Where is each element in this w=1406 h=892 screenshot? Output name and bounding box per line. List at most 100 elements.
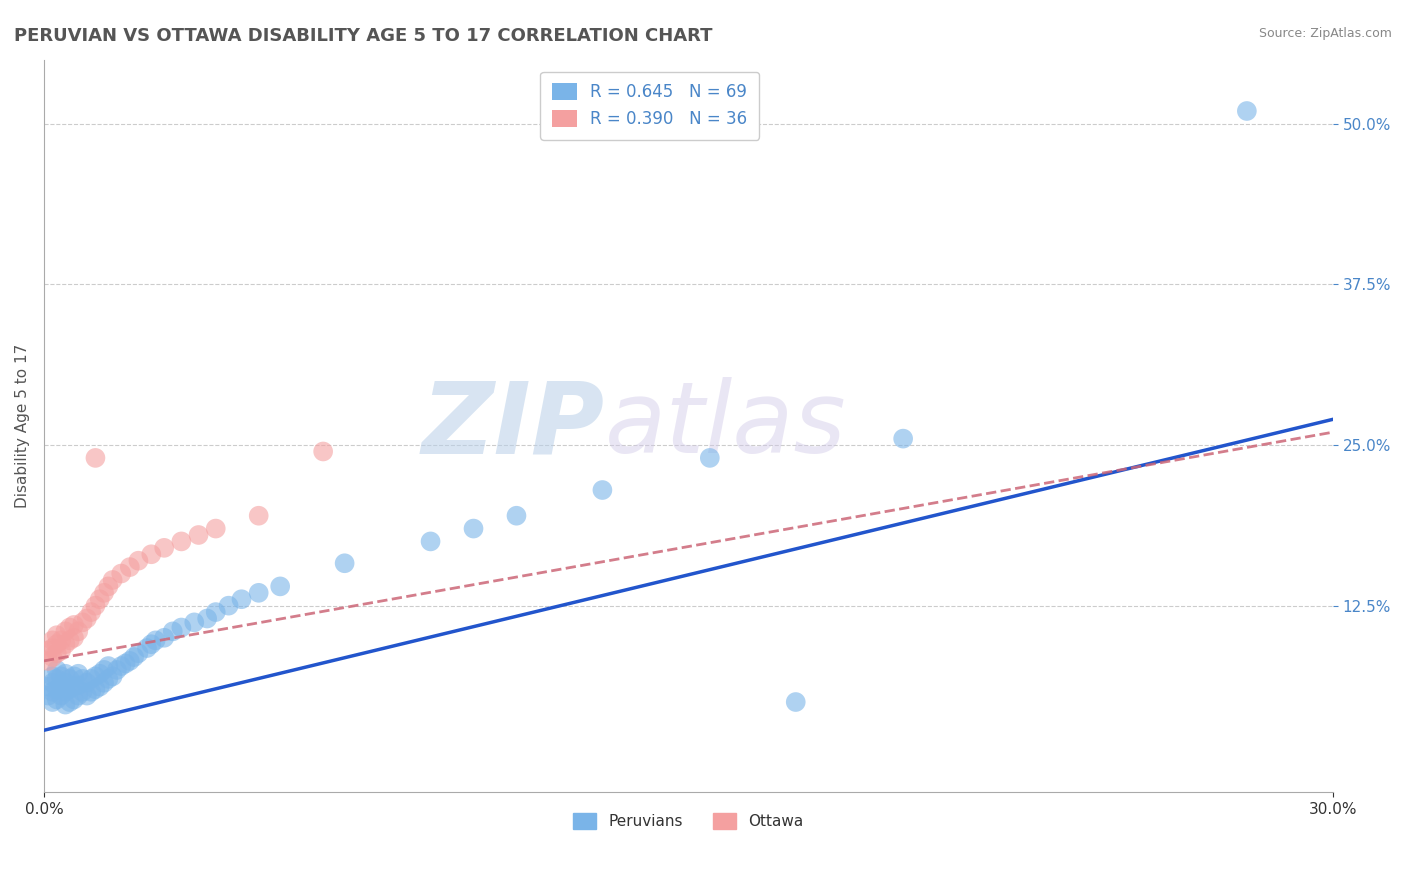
Point xyxy=(93,675,115,690)
Point xyxy=(63,692,86,706)
Point xyxy=(45,637,67,651)
Point xyxy=(204,605,226,619)
Point xyxy=(45,672,67,686)
Point xyxy=(49,669,72,683)
Point xyxy=(80,672,103,686)
Point xyxy=(89,666,111,681)
Point xyxy=(333,556,356,570)
Point xyxy=(37,680,59,694)
Point xyxy=(127,646,149,660)
Point xyxy=(63,680,86,694)
Point xyxy=(122,650,145,665)
Point xyxy=(218,599,240,613)
Point xyxy=(891,432,914,446)
Point xyxy=(195,611,218,625)
Point xyxy=(53,624,76,639)
Point xyxy=(141,637,163,651)
Point xyxy=(269,579,291,593)
Point xyxy=(59,633,82,648)
Y-axis label: Disability Age 5 to 17: Disability Age 5 to 17 xyxy=(15,343,30,508)
Point xyxy=(53,684,76,698)
Point xyxy=(53,698,76,712)
Point xyxy=(136,641,159,656)
Point xyxy=(204,522,226,536)
Point xyxy=(67,666,90,681)
Point xyxy=(105,663,128,677)
Point xyxy=(84,450,107,465)
Point xyxy=(187,528,209,542)
Point xyxy=(93,586,115,600)
Point xyxy=(53,637,76,651)
Point xyxy=(49,633,72,648)
Point xyxy=(80,605,103,619)
Point xyxy=(97,579,120,593)
Point xyxy=(67,678,90,692)
Point xyxy=(41,669,63,683)
Point xyxy=(89,592,111,607)
Point xyxy=(110,659,132,673)
Point xyxy=(53,666,76,681)
Point xyxy=(67,624,90,639)
Point xyxy=(699,450,721,465)
Point xyxy=(41,633,63,648)
Point xyxy=(45,646,67,660)
Text: ZIP: ZIP xyxy=(422,377,605,475)
Point xyxy=(37,654,59,668)
Point xyxy=(463,522,485,536)
Point xyxy=(231,592,253,607)
Point xyxy=(41,675,63,690)
Point xyxy=(59,695,82,709)
Point xyxy=(114,657,136,671)
Point xyxy=(84,669,107,683)
Point xyxy=(76,689,98,703)
Point xyxy=(505,508,527,523)
Point xyxy=(183,615,205,630)
Point xyxy=(76,675,98,690)
Point xyxy=(101,669,124,683)
Point xyxy=(45,692,67,706)
Point xyxy=(162,624,184,639)
Point xyxy=(63,669,86,683)
Point xyxy=(72,672,94,686)
Point xyxy=(37,689,59,703)
Point xyxy=(247,586,270,600)
Point xyxy=(72,615,94,630)
Text: PERUVIAN VS OTTAWA DISABILITY AGE 5 TO 17 CORRELATION CHART: PERUVIAN VS OTTAWA DISABILITY AGE 5 TO 1… xyxy=(14,27,713,45)
Point xyxy=(110,566,132,581)
Point xyxy=(49,643,72,657)
Point xyxy=(49,689,72,703)
Point xyxy=(118,560,141,574)
Legend: Peruvians, Ottawa: Peruvians, Ottawa xyxy=(567,807,810,836)
Point xyxy=(49,678,72,692)
Point xyxy=(312,444,335,458)
Point xyxy=(170,620,193,634)
Point xyxy=(59,672,82,686)
Point xyxy=(84,682,107,697)
Point xyxy=(45,682,67,697)
Point xyxy=(591,483,613,497)
Point xyxy=(141,547,163,561)
Point xyxy=(67,689,90,703)
Text: atlas: atlas xyxy=(605,377,846,475)
Point xyxy=(53,675,76,690)
Point xyxy=(153,631,176,645)
Point xyxy=(80,684,103,698)
Point xyxy=(72,684,94,698)
Point xyxy=(84,599,107,613)
Point xyxy=(45,663,67,677)
Point xyxy=(76,611,98,625)
Point xyxy=(63,618,86,632)
Point xyxy=(145,633,167,648)
Point xyxy=(785,695,807,709)
Point xyxy=(45,628,67,642)
Point xyxy=(118,654,141,668)
Point xyxy=(153,541,176,555)
Point xyxy=(89,680,111,694)
Point xyxy=(41,695,63,709)
Point xyxy=(59,682,82,697)
Point xyxy=(93,663,115,677)
Point xyxy=(37,643,59,657)
Point xyxy=(97,659,120,673)
Point xyxy=(101,573,124,587)
Point xyxy=(419,534,441,549)
